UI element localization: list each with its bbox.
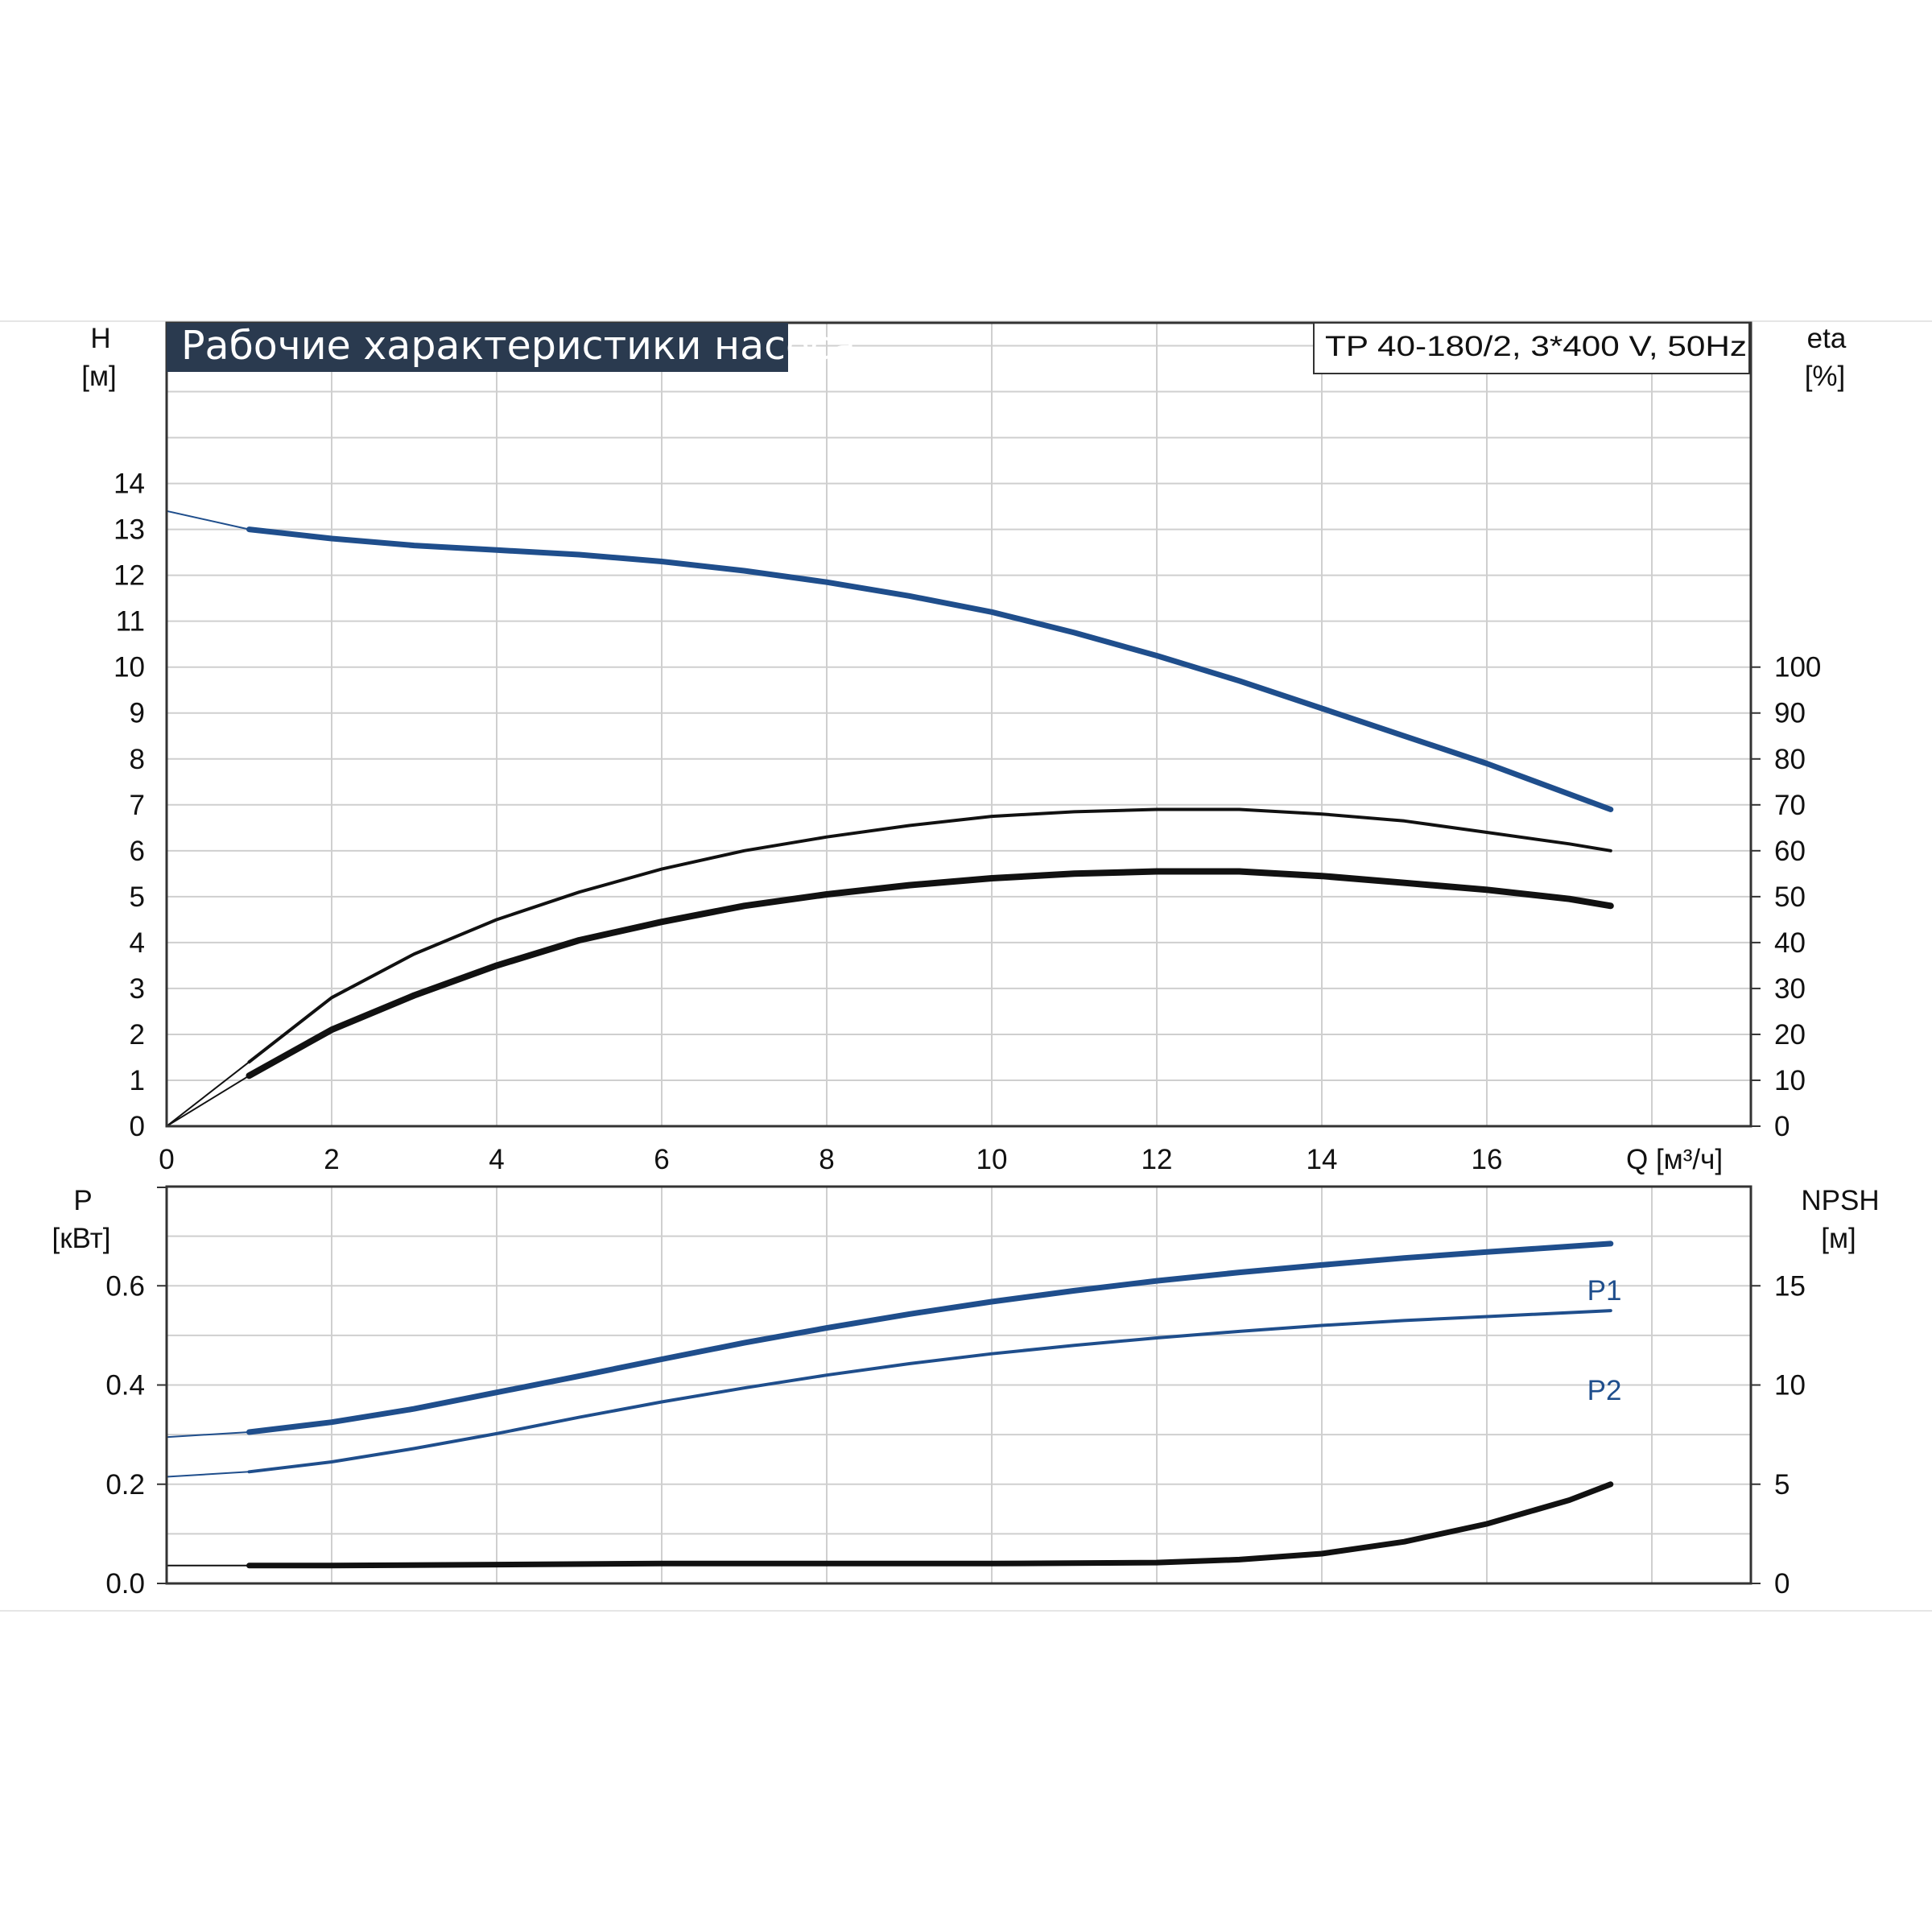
- x-tick-label: 10: [976, 1144, 1008, 1175]
- eta-tick-label: 20: [1774, 1019, 1806, 1051]
- x-tick-label: 8: [819, 1144, 834, 1175]
- eta-pump-curve: [247, 807, 1612, 1064]
- npsh-tick-label: 5: [1774, 1469, 1790, 1501]
- p2-extension: [166, 1471, 250, 1478]
- npsh-curve: [246, 1481, 1614, 1569]
- npsh-tick-label: 15: [1774, 1270, 1806, 1302]
- x-tick-label: 6: [654, 1144, 669, 1175]
- upper-series-layer: [166, 510, 1614, 1127]
- npsh-tick-labels: 0 5 10 15: [1751, 1270, 1806, 1600]
- model-label: TP 40-180/2, 3*400 V, 50Hz: [1325, 331, 1747, 362]
- p1-extension: [166, 1431, 250, 1439]
- eta-tick-label: 60: [1774, 836, 1806, 867]
- head-tick-label: 2: [130, 1019, 145, 1051]
- head-tick-label: 13: [114, 514, 145, 546]
- eta-tick-labels: 0 10 20 30 40 50 60 70 80 90 100: [1751, 652, 1821, 1142]
- power-axis-unit: [кВт]: [52, 1223, 111, 1254]
- eta-tick-label: 50: [1774, 881, 1806, 913]
- npsh-tick-label: 10: [1774, 1370, 1806, 1402]
- power-tick-label: 0.2: [105, 1469, 145, 1501]
- p1-curve-label: P1: [1587, 1275, 1622, 1307]
- eta-extension-line: [166, 1061, 250, 1127]
- npsh-axis-unit: [м]: [1821, 1223, 1856, 1254]
- x-tick-label: 0: [159, 1144, 174, 1175]
- power-tick-labels: 0.0 0.2 0.4 0.6: [105, 1187, 167, 1600]
- x-tick-label: 14: [1307, 1144, 1338, 1175]
- head-tick-label: 8: [130, 744, 145, 775]
- npsh-axis-name: NPSH: [1801, 1185, 1879, 1216]
- chart-title-box: [167, 323, 788, 372]
- flow-axis-label: Q [м³/ч]: [1626, 1144, 1723, 1175]
- power-tick-label: 0.0: [105, 1568, 145, 1600]
- eta-thick-extension-line: [166, 1075, 250, 1127]
- eta-tick-label: 90: [1774, 698, 1806, 729]
- head-tick-label: 12: [114, 560, 145, 592]
- eta-tick-label: 80: [1774, 744, 1806, 775]
- head-tick-label: 5: [130, 881, 145, 913]
- p2-curve: [247, 1309, 1612, 1474]
- upper-gridlines: [167, 323, 1751, 1126]
- x-tick-label: 16: [1472, 1144, 1503, 1175]
- eta-tick-label: 40: [1774, 927, 1806, 959]
- head-tick-label: 3: [130, 973, 145, 1005]
- eta-tick-label: 10: [1774, 1065, 1806, 1096]
- p2-curve-label: P2: [1587, 1375, 1622, 1406]
- upper-plot-background: [167, 323, 1751, 1126]
- model-label-box: [1313, 322, 1750, 374]
- eta-axis-name: eta: [1807, 323, 1847, 354]
- head-axis-name: H: [90, 323, 110, 354]
- eta-tick-label: 30: [1774, 973, 1806, 1005]
- power-axis-name: P: [73, 1185, 92, 1216]
- upper-x-tick-labels: 0 2 4 6 8 10 12 14 16: [159, 1144, 1502, 1175]
- head-curve-extension: [166, 510, 250, 530]
- eta-tick-label: 0: [1774, 1111, 1790, 1142]
- eta-total-curve: [246, 868, 1614, 1080]
- lower-series-layer: [166, 1241, 1614, 1569]
- x-tick-label: 2: [324, 1144, 339, 1175]
- eta-tick-label: 70: [1774, 790, 1806, 821]
- head-tick-label: 11: [116, 606, 145, 638]
- x-tick-label: 12: [1141, 1144, 1173, 1175]
- head-tick-label: 7: [130, 790, 145, 821]
- p1-curve: [246, 1241, 1614, 1435]
- eta-axis-unit: [%]: [1805, 361, 1846, 392]
- upper-plot-frame: [165, 321, 1752, 1128]
- head-tick-label: 0: [130, 1111, 145, 1142]
- head-tick-label: 9: [130, 698, 145, 729]
- chart-title: Рабочие характеристики насоса: [181, 323, 856, 369]
- head-tick-label: 10: [114, 652, 145, 683]
- head-tick-label: 4: [130, 927, 145, 959]
- power-tick-label: 0.4: [105, 1370, 145, 1402]
- head-tick-label: 1: [130, 1065, 145, 1096]
- head-curve: [246, 526, 1614, 812]
- npsh-tick-label: 0: [1774, 1568, 1790, 1600]
- head-tick-label: 6: [130, 836, 145, 867]
- head-axis-unit: [м]: [81, 361, 117, 392]
- x-tick-label: 4: [489, 1144, 504, 1175]
- head-tick-label: 14: [114, 469, 145, 500]
- eta-tick-label: 100: [1774, 652, 1821, 683]
- power-tick-label: 0.6: [105, 1270, 145, 1302]
